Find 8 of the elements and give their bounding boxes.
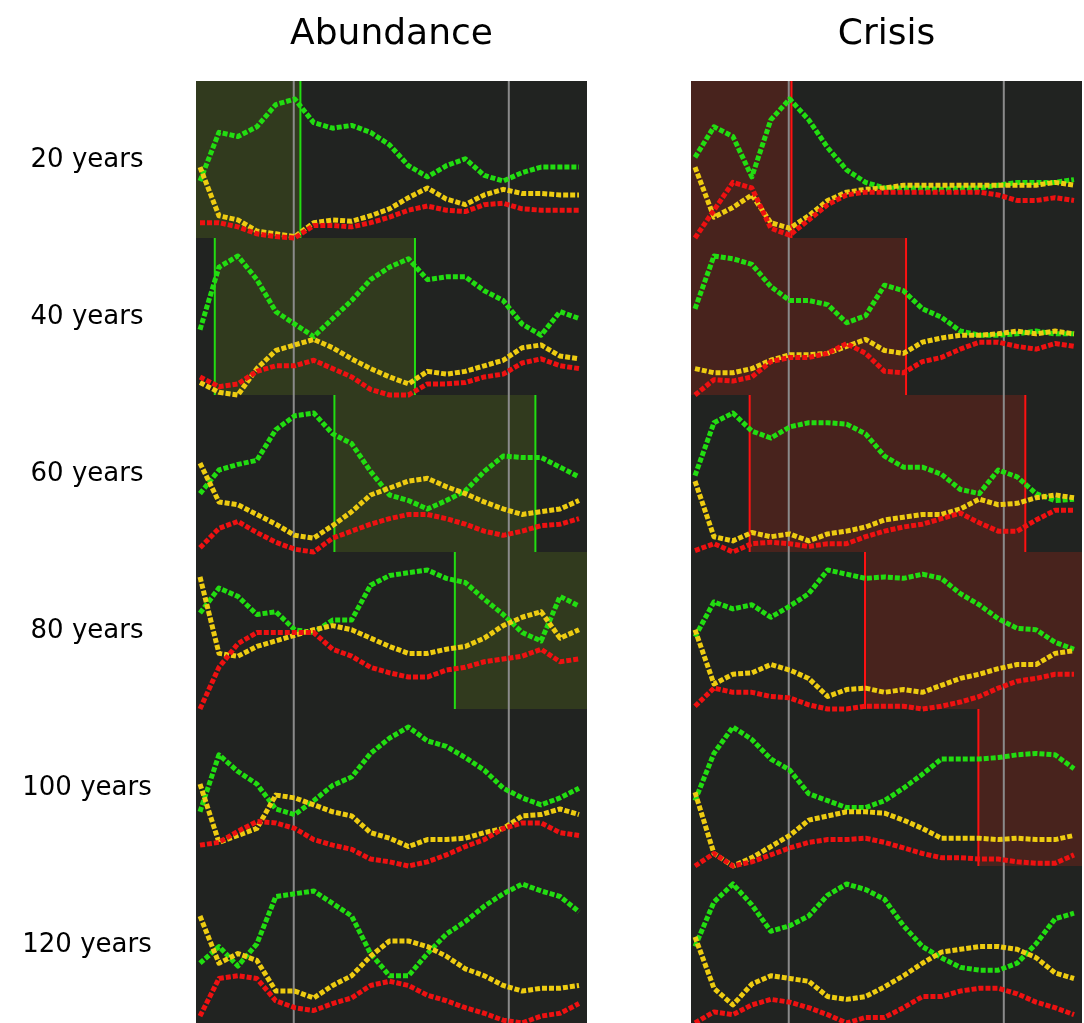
y-axis-title: 60 years: [30, 457, 144, 487]
chart-title: Abundance: [290, 11, 493, 52]
y-axis-title: 20 years: [30, 143, 144, 173]
y-axis-title: 100 years: [22, 771, 152, 801]
y-axis-title: 80 years: [30, 614, 144, 644]
chart-title: Crisis: [837, 11, 936, 52]
y-axis-title: 120 years: [22, 928, 152, 958]
y-axis-title: 40 years: [30, 300, 144, 330]
